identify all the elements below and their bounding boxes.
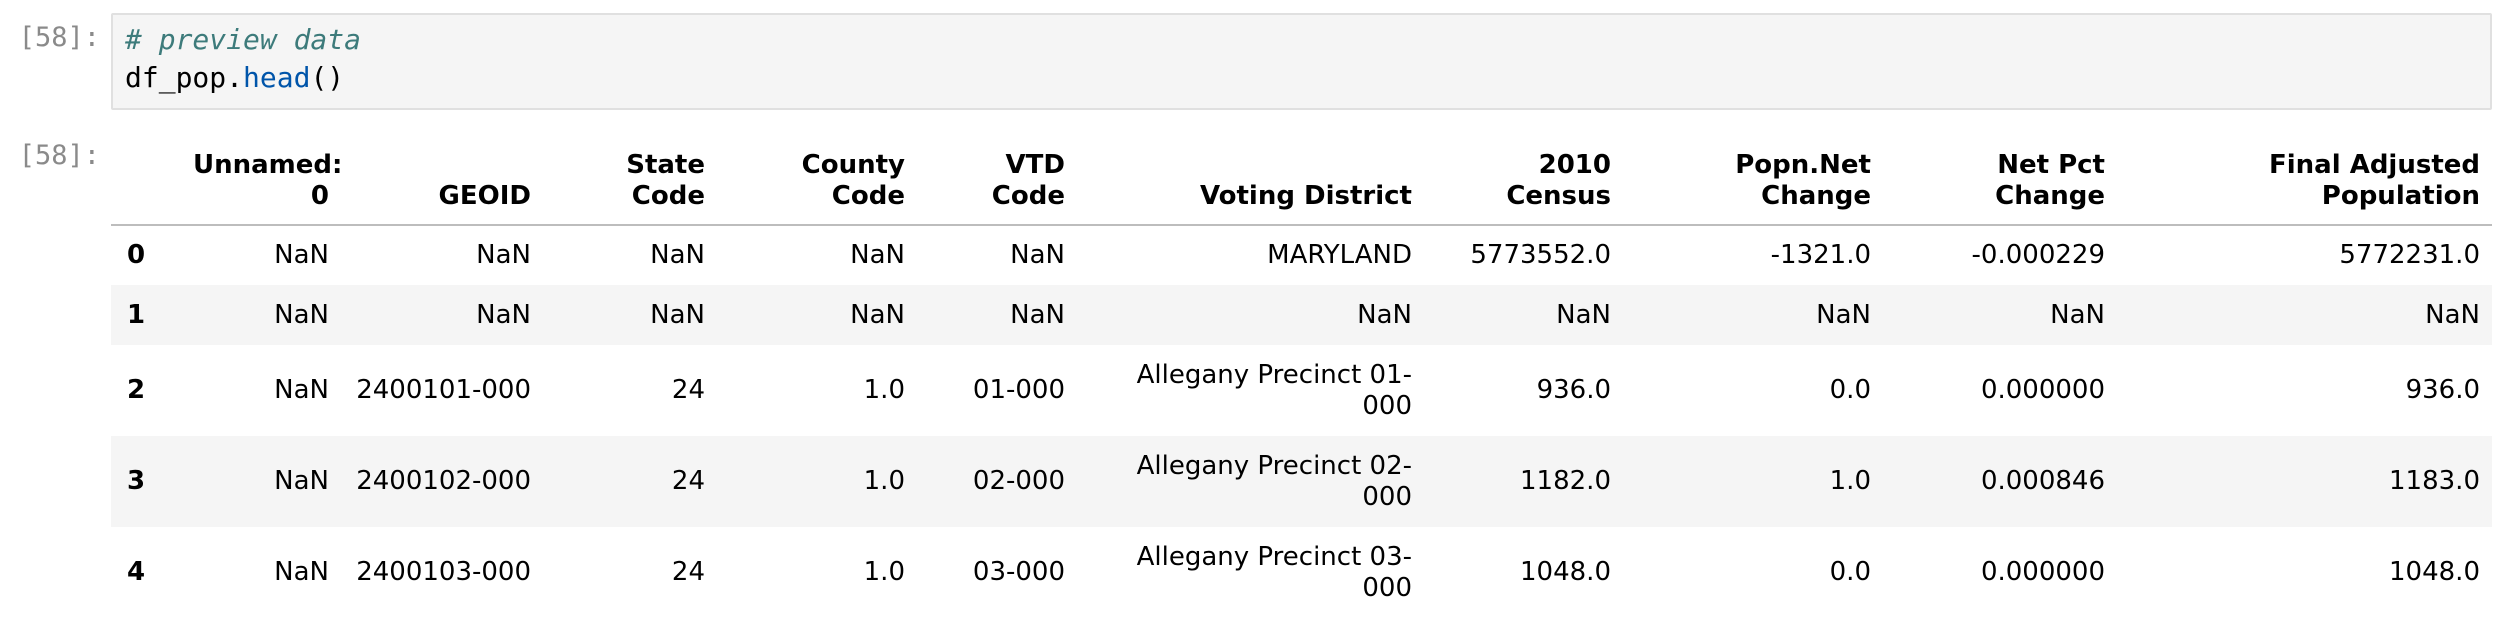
table-cell: 2400103-000 — [356, 557, 531, 587]
table-cell: Allegany Precinct 01-000 — [1136, 359, 1412, 421]
code-input-cell[interactable]: # preview data df_pop.head() — [111, 13, 2492, 110]
table-cell: 1.0 — [863, 375, 905, 405]
input-prompt: [58]: — [18, 22, 100, 53]
table-cell: 5772231.0 — [2339, 240, 2480, 270]
table-cell: NaN — [274, 557, 329, 587]
table-cell: 1182.0 — [1520, 466, 1611, 496]
column-header: County Code — [717, 130, 917, 226]
output-area: Unnamed: 0 GEOID State Code County Code … — [111, 130, 2492, 618]
table-row: 1 NaN NaN NaN NaN NaN NaN NaN NaN NaN Na… — [111, 285, 2492, 345]
code-line-2: df_pop.head() — [125, 59, 2490, 97]
table-cell: 24 — [671, 557, 705, 587]
table-cell: -0.000229 — [1971, 240, 2105, 270]
dataframe-table: Unnamed: 0 GEOID State Code County Code … — [111, 130, 2492, 618]
table-cell: 2400102-000 — [356, 466, 531, 496]
code-function: head — [243, 61, 311, 94]
table-row: 3 NaN 2400102-000 24 1.0 02-000 Allegany… — [111, 436, 2492, 527]
table-cell: 0.0 — [1829, 557, 1871, 587]
table-cell: 0.0 — [1829, 375, 1871, 405]
column-header — [111, 130, 181, 226]
table-cell: 1048.0 — [2389, 557, 2480, 587]
row-index: 2 — [127, 375, 146, 405]
table-cell: 24 — [671, 375, 705, 405]
table-cell: 936.0 — [2405, 375, 2480, 405]
table-cell: Allegany Precinct 03-000 — [1136, 541, 1412, 603]
table-cell: NaN — [1010, 299, 1065, 330]
table-cell: NaN — [274, 299, 329, 330]
table-cell: NaN — [1556, 299, 1611, 330]
table-cell: Allegany Precinct 02-000 — [1136, 450, 1412, 512]
table-cell: 02-000 — [972, 466, 1065, 496]
table-cell: NaN — [650, 299, 705, 330]
table-cell: 1048.0 — [1520, 557, 1611, 587]
column-header: Final Adjusted Population — [2117, 130, 2492, 226]
table-cell: 0.000000 — [1980, 375, 2105, 405]
row-index: 3 — [127, 466, 146, 496]
table-cell: 1183.0 — [2389, 466, 2480, 496]
table-cell: 1.0 — [863, 466, 905, 496]
column-header: Net Pct Change — [1883, 130, 2117, 226]
column-header: Voting District — [1077, 130, 1424, 226]
column-header: VTD Code — [917, 130, 1077, 226]
table-cell: NaN — [274, 375, 329, 405]
output-prompt: [58]: — [18, 140, 100, 171]
table-row: 4 NaN 2400103-000 24 1.0 03-000 Allegany… — [111, 527, 2492, 618]
row-index: 0 — [127, 240, 146, 270]
table-cell: 936.0 — [1536, 375, 1611, 405]
code-comment: # preview data — [125, 23, 362, 56]
table-cell: 24 — [671, 466, 705, 496]
table-cell: 1.0 — [863, 557, 905, 587]
table-cell: NaN — [2425, 299, 2480, 330]
table-cell: NaN — [476, 299, 531, 330]
column-header: Unnamed: 0 — [181, 130, 342, 226]
row-index: 1 — [127, 299, 146, 330]
table-row: 2 NaN 2400101-000 24 1.0 01-000 Allegany… — [111, 345, 2492, 436]
table-cell: NaN — [1357, 299, 1412, 330]
table-cell: 03-000 — [972, 557, 1065, 587]
column-header: GEOID — [341, 130, 543, 226]
table-cell: NaN — [476, 240, 531, 270]
table-cell: NaN — [1010, 240, 1065, 270]
table-row: 0 NaN NaN NaN NaN NaN MARYLAND 5773552.0… — [111, 225, 2492, 285]
table-cell: NaN — [850, 240, 905, 270]
table-header-row: Unnamed: 0 GEOID State Code County Code … — [111, 130, 2492, 226]
table-cell: 0.000846 — [1980, 466, 2105, 496]
row-index: 4 — [127, 557, 146, 587]
table-cell: 2400101-000 — [356, 375, 531, 405]
column-header: State Code — [543, 130, 717, 226]
column-header: 2010 Census — [1424, 130, 1623, 226]
table-cell: NaN — [850, 299, 905, 330]
table-cell: NaN — [274, 240, 329, 270]
table-cell: NaN — [2050, 299, 2105, 330]
code-line-1: # preview data — [125, 21, 2490, 59]
code-parens: () — [310, 61, 345, 94]
code-object: df_pop. — [125, 61, 244, 94]
table-cell: 1.0 — [1829, 466, 1871, 496]
table-cell: NaN — [274, 466, 329, 496]
table-cell: MARYLAND — [1267, 240, 1412, 270]
table-cell: 0.000000 — [1980, 557, 2105, 587]
table-cell: 5773552.0 — [1470, 240, 1611, 270]
column-header: Popn.Net Change — [1623, 130, 1883, 226]
table-cell: NaN — [1816, 299, 1871, 330]
table-cell: -1321.0 — [1770, 240, 1871, 270]
table-cell: 01-000 — [972, 375, 1065, 405]
table-cell: NaN — [650, 240, 705, 270]
